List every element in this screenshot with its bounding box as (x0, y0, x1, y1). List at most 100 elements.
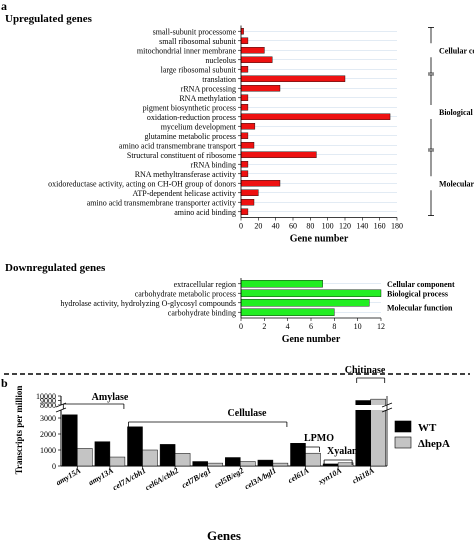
bar (240, 94, 249, 101)
bar (240, 142, 255, 149)
y-tick-label: 3000 (40, 414, 56, 423)
bar (240, 170, 249, 177)
bar (240, 199, 255, 206)
upregulated-chart: Upregulated genes small-subunit processom… (5, 13, 474, 245)
bar-hepa (77, 448, 93, 467)
category-label: small ribosomal subunit (159, 37, 237, 46)
category-label: RNA methylation (179, 94, 236, 103)
axis-break-gap (56, 405, 387, 410)
group-label: Molecular function (439, 179, 474, 188)
category-label: translation (202, 75, 236, 84)
category-label: Structural constituent of ribosome (127, 151, 237, 160)
y-tick-label: 8000 (40, 401, 56, 410)
bar (240, 189, 259, 196)
category-label: xyn10A (316, 466, 344, 487)
legend-label: ΔhepA (418, 438, 450, 450)
bar-hepa (142, 449, 158, 467)
category-label: chi18A (351, 466, 376, 486)
bar (240, 308, 335, 316)
bar (240, 113, 391, 120)
x-tick-label: 4 (286, 322, 290, 331)
group-label: Biological process (439, 108, 474, 117)
x-tick-label: 40 (272, 222, 280, 231)
category-label: cel7A/cbh1 (111, 466, 147, 492)
group-label-gap (430, 176, 433, 191)
bar (240, 208, 249, 215)
bar (240, 151, 317, 158)
category-label: carbohydrate metabolic process (135, 289, 236, 298)
category-label: amy15A (54, 466, 83, 488)
category-label: amino acid transmembrane transporter act… (87, 198, 236, 207)
bar (240, 56, 273, 63)
x-tick-label: 12 (377, 322, 385, 331)
bar-hepa (207, 462, 223, 467)
category-label: mitochondrial inner membrane (137, 46, 237, 55)
category-label: carbohydrate binding (168, 308, 236, 317)
x-tick-label: 0 (239, 222, 243, 231)
x-tick-label: 20 (254, 222, 262, 231)
bar-wt (62, 414, 78, 467)
category-label: mycelium development (161, 122, 237, 131)
x-tick-label: 0 (239, 322, 243, 331)
bar (240, 289, 382, 297)
bar (240, 299, 370, 307)
chart-title: Upregulated genes (5, 13, 93, 25)
category-label: cel5B/eg2 (213, 466, 246, 490)
y-tick-label: 2000 (40, 430, 56, 439)
bar-wt (127, 426, 143, 467)
bar-wt (322, 463, 339, 467)
x-tick-label: 80 (306, 222, 314, 231)
annotation-label: Chitinase (345, 365, 386, 376)
x-tick-label: 180 (391, 222, 403, 231)
bar-wt (94, 441, 111, 467)
category-label: cel6A/cbh2 (144, 466, 180, 492)
y-axis-label: Transcripts per million (14, 386, 24, 475)
y-tick-label: 10000 (36, 392, 56, 401)
panel-label-a: a (1, 0, 7, 13)
annotation-label: LPMO (304, 433, 334, 444)
category-label: rRNA processing (181, 84, 236, 93)
bar-wt (225, 457, 241, 467)
annotation-label: Cellulase (228, 408, 267, 419)
bar-hepa (370, 398, 386, 467)
bar-wt (192, 461, 208, 467)
bar (240, 37, 249, 44)
legend-label: WT (418, 422, 437, 434)
annotation-label: Amylase (92, 392, 129, 403)
bar-hepa (337, 462, 354, 467)
x-tick-label: 10 (354, 322, 362, 331)
legend-swatch (394, 420, 412, 433)
category-label: oxidoreductase activity, acting on CH-OH… (48, 179, 236, 188)
category-label: rRNA binding (190, 160, 236, 169)
x-axis-label: Gene number (282, 334, 341, 345)
category-label: RNA methyltransferase activity (135, 170, 236, 179)
x-tick-label: 140 (356, 222, 368, 231)
bar (240, 132, 249, 139)
category-label: amino acid transmembrane transport (119, 141, 237, 150)
y-tick-label: 9000 (40, 397, 56, 406)
category-label: small-subunit processome (153, 27, 237, 36)
group-label: Cellular component (387, 280, 455, 289)
category-label: nucleolus (205, 56, 236, 65)
category-label: ATP-dependent helicase activity (132, 189, 236, 198)
x-axis-label: Gene number (290, 234, 349, 245)
group-label: Biological process (387, 289, 448, 298)
bar-hepa (174, 453, 191, 467)
bar (240, 161, 249, 168)
x-tick-label: 160 (374, 222, 386, 231)
x-tick-label: 120 (339, 222, 351, 231)
group-label-gap (430, 43, 433, 58)
bar (240, 104, 249, 111)
bar (240, 180, 281, 187)
bar (240, 123, 256, 130)
x-tick-label: 2 (262, 322, 266, 331)
bar-hepa (305, 452, 321, 467)
category-label: oxidation-reduction process (147, 113, 236, 122)
annotation-label: Xyalanase (327, 446, 371, 457)
category-label: cel61A (286, 466, 311, 485)
category-label: large ribosomal subunit (161, 65, 237, 74)
